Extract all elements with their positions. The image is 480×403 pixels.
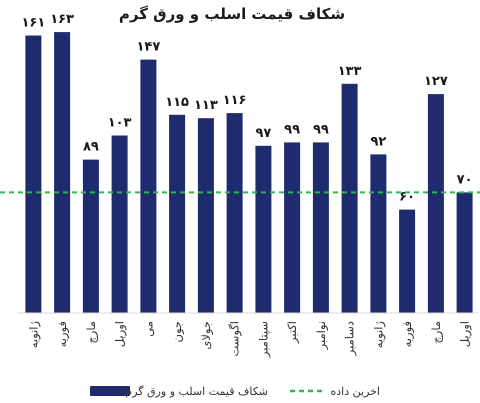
category-label: می: [141, 321, 155, 337]
data-label: ۱۲۷: [424, 74, 448, 89]
bar: [312, 142, 329, 313]
bar: [226, 113, 243, 313]
data-label: ۱۰۳: [108, 116, 132, 131]
data-label: ۱۴۷: [136, 40, 160, 55]
category-label: فوریه: [400, 321, 415, 347]
data-label: ۱۱۶: [223, 93, 247, 108]
data-label: ۹۷: [255, 126, 271, 141]
category-label: جولای: [199, 321, 214, 350]
data-label: ۱۶۳: [50, 12, 74, 27]
bar: [456, 192, 473, 313]
data-label: ۹۹: [284, 122, 300, 137]
category-labels: ژانویه فوریه مارچ اوریل می جون جولای اگوست سپتام…: [26, 321, 472, 358]
bar: [399, 209, 416, 313]
category-label: اکتبر: [285, 321, 300, 344]
bar: [255, 145, 272, 313]
data-label: ۷۰: [457, 172, 473, 187]
bars: [25, 32, 473, 313]
bar: [427, 94, 444, 313]
data-label: ۸۹: [83, 140, 99, 155]
bar: [284, 142, 301, 313]
data-label: ۱۱۳: [194, 98, 218, 113]
legend: شکاف قیمت اسلب و ورق گرم اخرین داده: [90, 385, 380, 398]
category-label: دسامبر: [343, 321, 358, 356]
bar: [111, 135, 128, 313]
category-label: اگوست: [228, 321, 243, 357]
category-label: سپتامبر: [256, 321, 271, 358]
category-label: ژانویه: [371, 321, 386, 349]
bar: [370, 154, 387, 313]
data-label: ۶۰: [399, 190, 415, 205]
bar: [25, 35, 42, 313]
legend-swatch-series: [90, 386, 130, 396]
category-label: اوریل: [113, 321, 128, 347]
bar: [140, 59, 157, 313]
bar: [82, 159, 99, 313]
legend-label-series: شکاف قیمت اسلب و ورق گرم: [125, 385, 268, 398]
bar: [169, 114, 186, 313]
bar: [197, 118, 214, 313]
data-label: ۱۶۱: [21, 16, 45, 31]
data-label: ۱۱۵: [165, 95, 189, 110]
category-label: نوامبر: [314, 321, 329, 350]
chart-title: شکاف قیمت اسلب و ورق گرم: [119, 5, 345, 23]
value-labels: ۱۶۱ ۱۶۳ ۸۹ ۱۰۳ ۱۴۷ ۱۱۵ ۱۱۳ ۱۱۶ ۹۷ ۹۹ ۹۹ ۱۳۳ ۹۲ ۶۰ ۱۲۷ ۷…: [21, 12, 472, 205]
category-label: ژانویه: [26, 321, 41, 349]
category-label: مارچ: [84, 321, 99, 344]
legend-label-reference: اخرین داده: [331, 385, 380, 398]
bar: [54, 32, 71, 313]
data-label: ۱۳۳: [338, 64, 362, 79]
bar: [341, 83, 358, 313]
category-label: مارچ: [429, 321, 444, 344]
category-label: فوریه: [55, 321, 70, 347]
data-label: ۹۹: [313, 122, 329, 137]
category-label: جون: [170, 321, 185, 343]
category-label: اوریل: [458, 321, 473, 347]
data-label: ۹۲: [370, 134, 386, 149]
